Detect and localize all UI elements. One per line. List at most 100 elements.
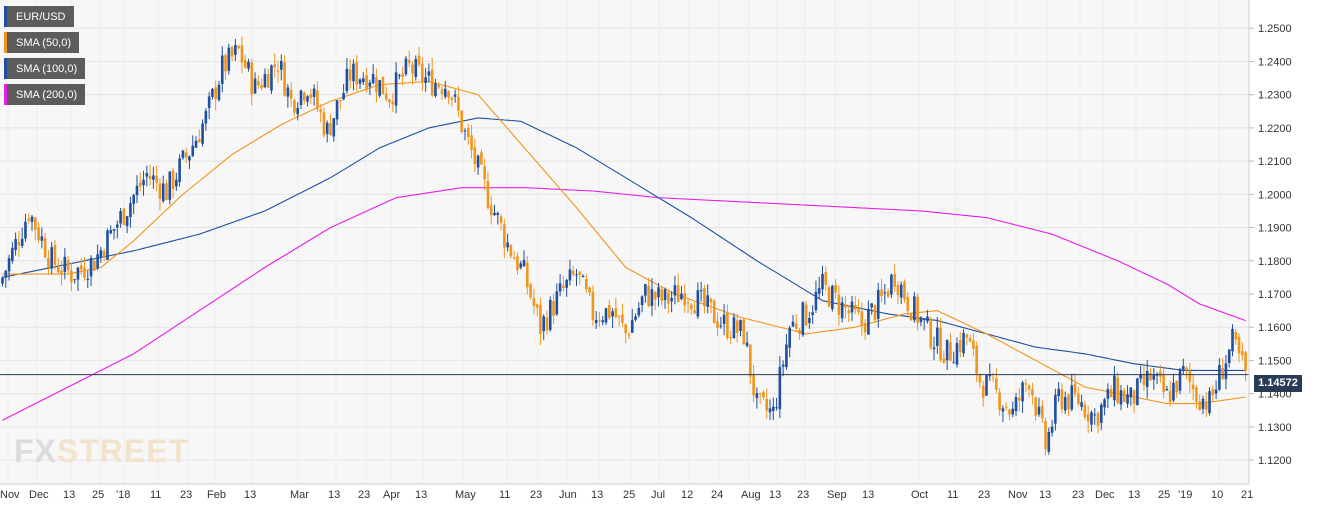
- candle: [119, 207, 122, 228]
- x-tick-label: Jun: [559, 489, 577, 501]
- candle: [854, 295, 857, 315]
- legend-item-sma100[interactable]: SMA (100,0): [4, 58, 86, 79]
- candle: [640, 295, 644, 313]
- candle: [158, 178, 162, 211]
- candle: [453, 89, 457, 103]
- candle: [37, 221, 40, 243]
- candle: [106, 228, 109, 261]
- candle: [276, 60, 280, 83]
- candle: [178, 154, 181, 187]
- candle: [86, 270, 90, 289]
- candle: [1142, 363, 1146, 391]
- x-tick-label: 13: [591, 489, 603, 501]
- candle: [198, 129, 201, 143]
- candle: [949, 332, 952, 362]
- candle: [916, 293, 919, 331]
- candle: [1083, 400, 1087, 420]
- candle: [653, 290, 657, 311]
- candle: [837, 285, 841, 326]
- candle: [817, 276, 821, 300]
- candle: [70, 262, 73, 292]
- candle: [40, 227, 44, 249]
- candle: [165, 179, 168, 201]
- candle: [909, 312, 913, 321]
- candle: [430, 57, 434, 97]
- candle: [663, 287, 667, 309]
- x-tick-label: '19: [1178, 489, 1192, 501]
- candle: [1126, 385, 1129, 408]
- candle: [722, 303, 726, 336]
- candle: [211, 87, 214, 100]
- x-tick-label: Nov: [0, 489, 20, 501]
- candle: [870, 303, 873, 315]
- sma-50-line: [2, 80, 1246, 405]
- candle: [293, 98, 296, 117]
- candle: [316, 81, 319, 112]
- candle: [768, 399, 772, 420]
- candle: [371, 64, 375, 85]
- candle: [922, 318, 926, 331]
- candle: [1175, 380, 1179, 398]
- legend-item-sma200[interactable]: SMA (200,0): [4, 84, 86, 105]
- candle: [903, 279, 906, 303]
- candle: [581, 274, 585, 278]
- candle: [30, 214, 34, 231]
- sma-100-path: [2, 117, 1246, 371]
- candle: [594, 311, 598, 329]
- candle: [266, 68, 270, 88]
- candle: [1172, 373, 1175, 403]
- candle: [588, 286, 591, 297]
- candle: [325, 120, 329, 143]
- candle: [1129, 387, 1133, 406]
- candle: [444, 80, 447, 99]
- candle: [60, 260, 63, 286]
- candle: [457, 86, 460, 117]
- candle: [1159, 364, 1162, 383]
- candle: [657, 282, 660, 307]
- x-tick-label: 24: [711, 489, 723, 501]
- candle: [175, 172, 178, 191]
- candle: [729, 330, 732, 345]
- candle: [890, 273, 893, 299]
- legend-item-eurusd[interactable]: EUR/USD: [4, 6, 74, 27]
- x-tick-label: Aug: [741, 489, 761, 501]
- candle: [621, 303, 624, 327]
- candle: [952, 351, 955, 364]
- candle: [703, 284, 706, 314]
- candle: [79, 258, 83, 276]
- candle: [1195, 385, 1198, 409]
- candle: [929, 316, 933, 350]
- candle: [1165, 385, 1169, 391]
- candle: [302, 91, 306, 105]
- candle: [56, 257, 60, 274]
- candle: [857, 298, 860, 316]
- candle: [834, 279, 837, 299]
- candle: [230, 45, 234, 61]
- candle: [96, 244, 99, 271]
- candle: [362, 72, 365, 85]
- candle: [89, 255, 93, 286]
- candle: [1077, 386, 1080, 407]
- candle: [981, 380, 985, 407]
- candle: [512, 250, 516, 260]
- candle: [260, 78, 263, 91]
- candle: [50, 242, 53, 275]
- candle: [24, 213, 27, 242]
- candle: [732, 312, 736, 339]
- x-tick-label: 11: [947, 489, 958, 501]
- candle: [181, 149, 185, 160]
- x-tick-label: 13: [244, 489, 256, 501]
- legend-swatch: [4, 84, 7, 105]
- candle: [1100, 402, 1103, 430]
- x-tick-label: 23: [1072, 489, 1084, 501]
- candle: [660, 286, 664, 306]
- candle: [335, 99, 339, 126]
- candle: [401, 66, 404, 86]
- candle: [529, 282, 532, 300]
- candle: [138, 172, 142, 192]
- candle: [752, 365, 755, 402]
- legend-item-sma50[interactable]: SMA (50,0): [4, 32, 80, 53]
- candle: [296, 102, 299, 121]
- candle: [775, 397, 778, 411]
- candle: [772, 397, 775, 421]
